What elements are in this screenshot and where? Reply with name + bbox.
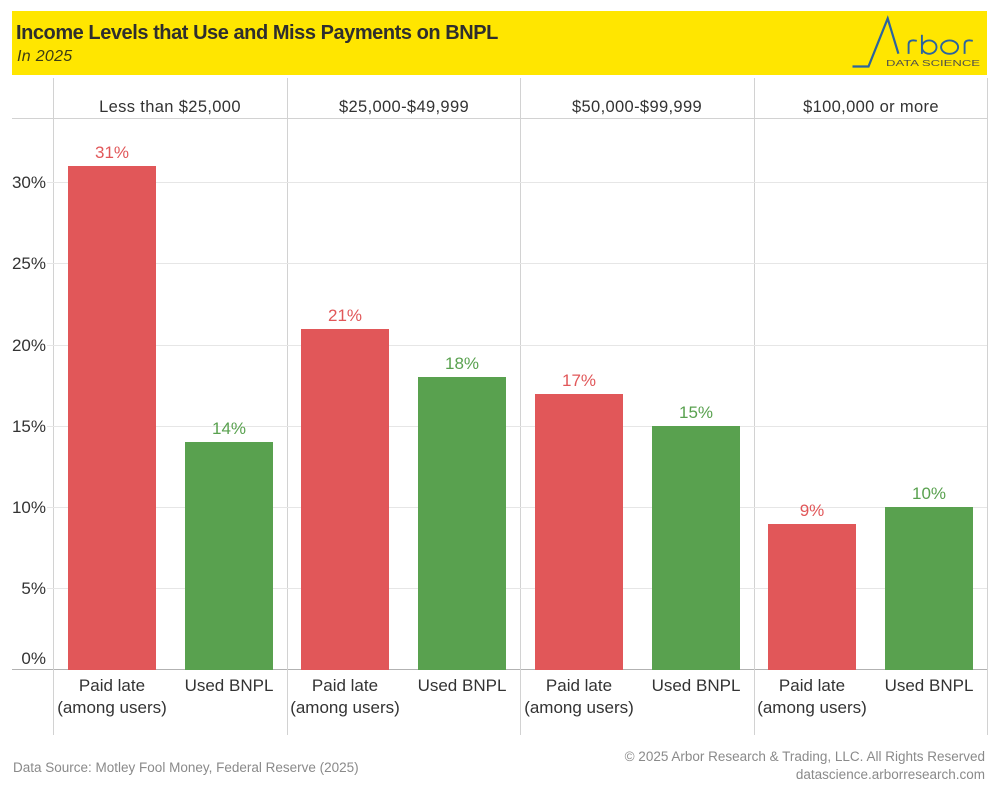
svg-text:DATA SCIENCE: DATA SCIENCE	[886, 58, 980, 68]
